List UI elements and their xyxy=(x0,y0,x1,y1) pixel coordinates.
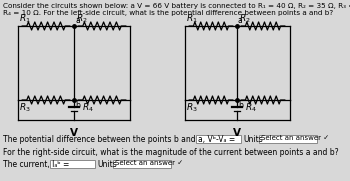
Text: Units: Units xyxy=(97,160,117,169)
FancyBboxPatch shape xyxy=(259,134,317,142)
Text: $R_3$: $R_3$ xyxy=(19,101,31,113)
Text: Select an answer ✓: Select an answer ✓ xyxy=(261,135,329,141)
Text: The potential difference between the points b and a, Vᵇ-Vₐ =: The potential difference between the poi… xyxy=(3,135,235,144)
Text: $R_1$: $R_1$ xyxy=(186,12,198,25)
Text: b: b xyxy=(75,101,80,110)
Text: b: b xyxy=(238,101,243,110)
Text: $R_3$: $R_3$ xyxy=(186,101,198,113)
Text: Consider the circuits shown below: a V = 66 V battery is connected to R₁ = 40 Ω,: Consider the circuits shown below: a V =… xyxy=(3,3,350,9)
Text: V: V xyxy=(233,128,241,138)
Text: a: a xyxy=(238,16,243,25)
Text: For the right-side circuit, what is the magnitude of the current between points : For the right-side circuit, what is the … xyxy=(3,148,339,157)
Text: $R_1$: $R_1$ xyxy=(19,12,31,25)
Text: $R_2$: $R_2$ xyxy=(76,12,88,25)
Text: a: a xyxy=(75,16,80,25)
Text: The current, Iₐᵇ =: The current, Iₐᵇ = xyxy=(3,160,69,169)
FancyBboxPatch shape xyxy=(50,159,95,167)
Text: $R_4$: $R_4$ xyxy=(82,101,94,113)
FancyBboxPatch shape xyxy=(113,159,171,167)
Text: Units: Units xyxy=(243,135,263,144)
Text: R₄ = 10 Ω. For the left-side circuit, what is the potential difference between p: R₄ = 10 Ω. For the left-side circuit, wh… xyxy=(3,10,333,16)
Text: Select an answer ✓: Select an answer ✓ xyxy=(115,160,183,166)
FancyBboxPatch shape xyxy=(196,134,241,142)
Text: $R_4$: $R_4$ xyxy=(245,101,257,113)
Text: $R_2$: $R_2$ xyxy=(239,12,251,25)
Text: V: V xyxy=(70,128,78,138)
